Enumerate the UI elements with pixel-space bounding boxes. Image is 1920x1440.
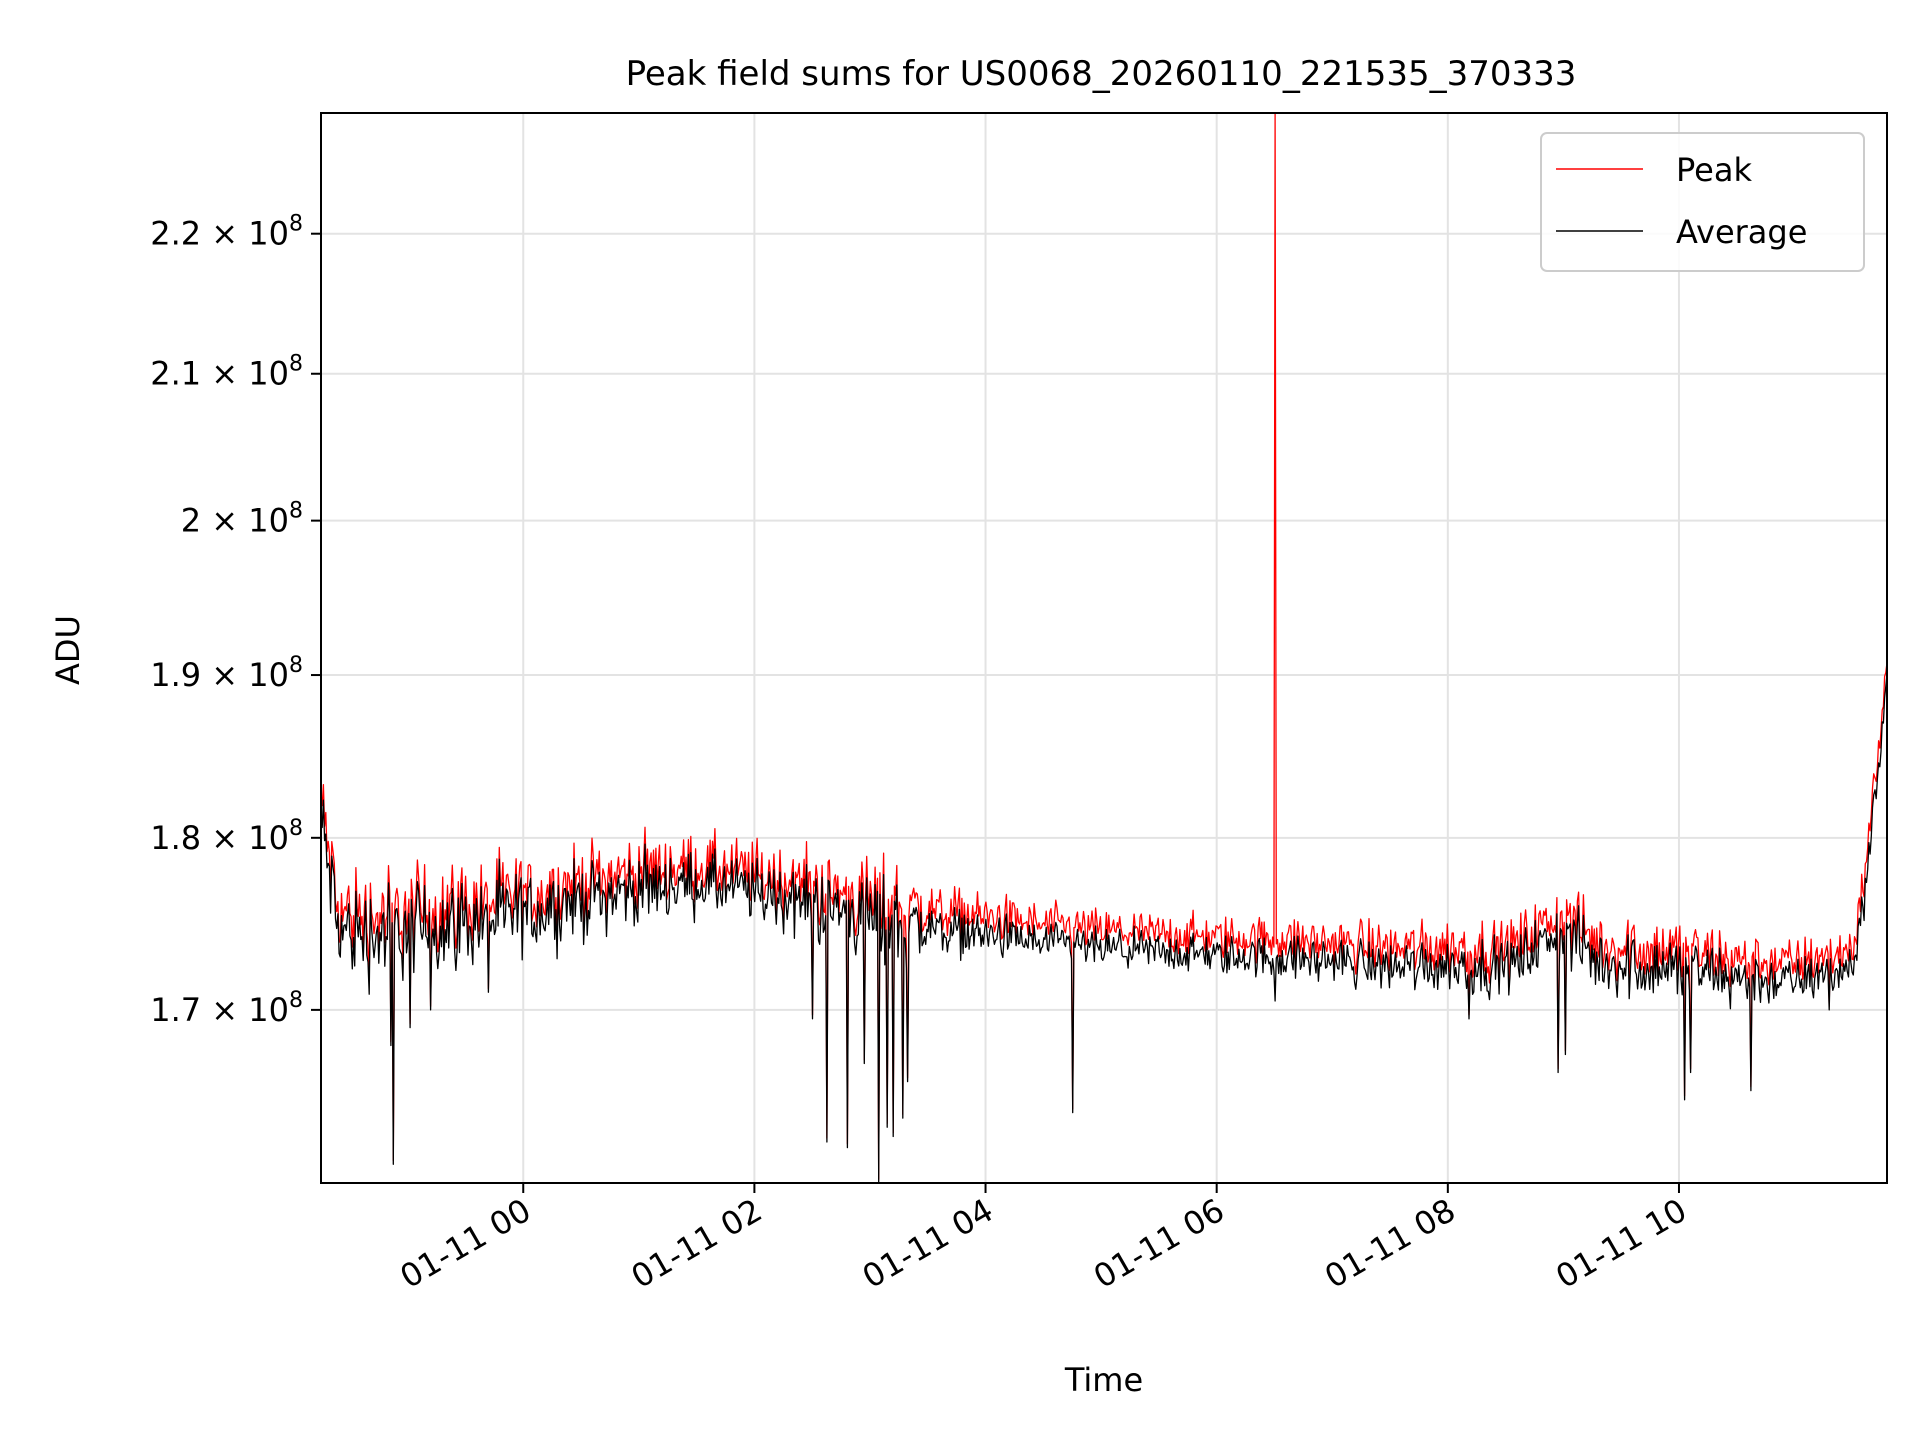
legend-peak-label: Peak	[1676, 151, 1752, 189]
y-tick-label: 1.7 × 108	[150, 988, 303, 1029]
y-tick-label: 2.2 × 108	[150, 212, 303, 253]
series-peak-line	[321, 113, 1887, 1180]
legend-average-label: Average	[1676, 213, 1807, 251]
chart-title: Peak field sums for US0068_20260110_2215…	[626, 54, 1577, 94]
legend: Peak Average	[1540, 132, 1865, 272]
series-layer	[321, 113, 1887, 1183]
grid	[321, 113, 1887, 1183]
y-tick-label: 1.8 × 108	[150, 816, 303, 857]
series-average-line	[321, 674, 1887, 1183]
y-tick-label: 2 × 108	[181, 499, 303, 540]
legend-box	[1540, 132, 1865, 272]
y-axis: 1.7 × 108 1.8 × 108 1.9 × 108 2 × 108 2.1 × …	[150, 212, 321, 1029]
y-tick-label: 2.1 × 108	[150, 352, 303, 393]
y-axis-label: ADU	[49, 615, 87, 685]
y-tick-label: 1.9 × 108	[150, 653, 303, 694]
plot-frame	[320, 112, 1888, 1184]
x-axis-label: Time	[1064, 1361, 1143, 1399]
